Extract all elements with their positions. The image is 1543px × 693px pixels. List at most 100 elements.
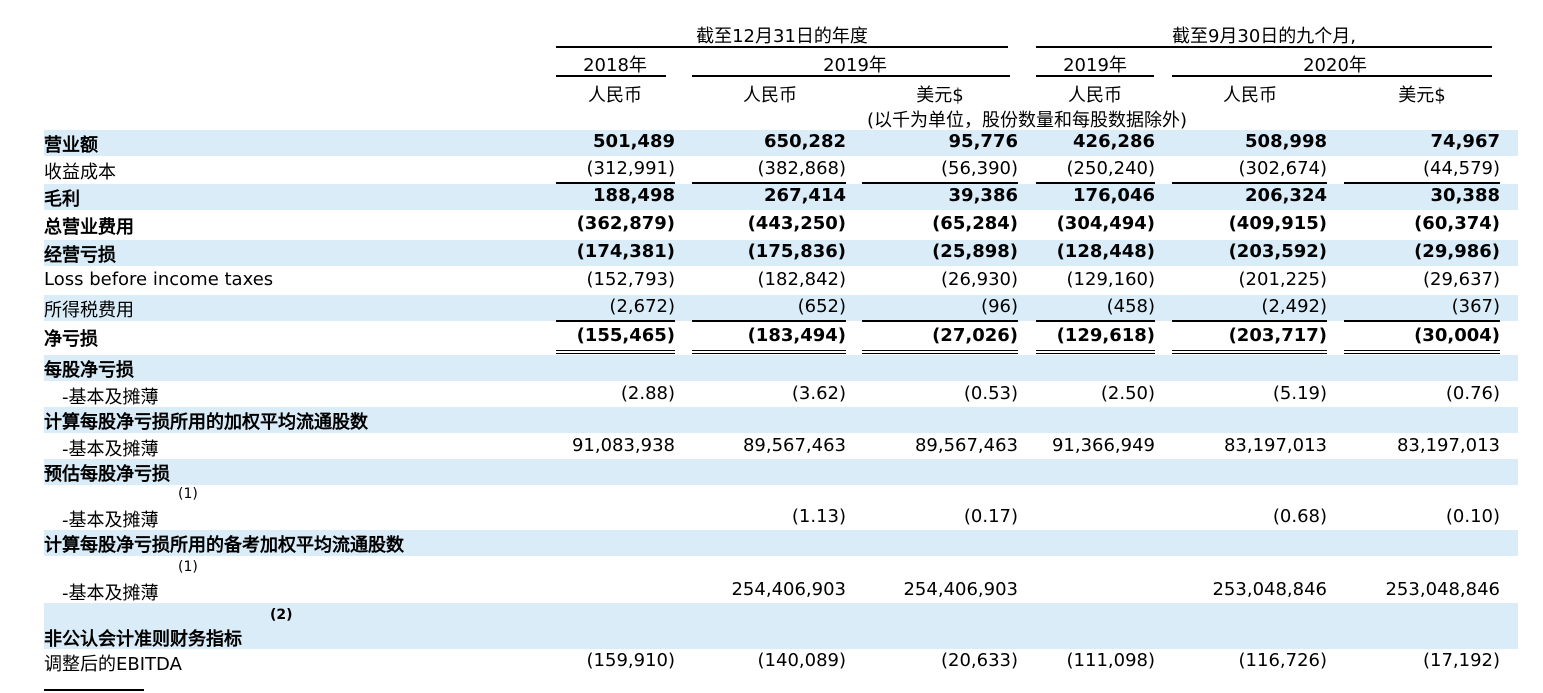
table-row: -基本及摊薄 (1) 254,406,903 254,406,903 253,048,8…: [44, 557, 1518, 604]
header-rule-2018: [556, 75, 666, 77]
row-value-col-1: 501,489: [593, 131, 675, 152]
row-value-col-1: (155,465): [576, 325, 675, 346]
table-row: 净亏损 (155,465) (183,494) (27,026) (129,618) (2…: [44, 323, 1518, 353]
header-year-2019-nine: 2019年: [1063, 55, 1127, 76]
row-value-col-6: (0.10): [1445, 506, 1500, 527]
row-value-col-1: 188,498: [593, 185, 675, 206]
row-value-col-3: 89,567,463: [914, 435, 1018, 456]
table-row: -基本及摊薄 (1) (1.13) (0.17) (0.68) (0.10): [44, 484, 1518, 531]
row-value-col-2: (182,842): [757, 269, 846, 290]
total-rule: [556, 182, 675, 184]
row-value-col-1: (2,672): [609, 296, 675, 317]
row-value-col-1: (2.88): [620, 383, 675, 404]
row-label: -基本及摊薄: [62, 387, 159, 408]
row-value-col-2: (175,836): [747, 241, 846, 262]
row-value-col-2: 267,414: [764, 185, 846, 206]
table-row: 总营业费用 (362,879) (443,250) (65,284) (304,494)…: [44, 212, 1518, 238]
row-value-col-1: (362,879): [576, 213, 675, 234]
row-value-col-6: 83,197,013: [1396, 435, 1500, 456]
header-currency-col-3: 美元$: [916, 85, 964, 106]
total-rule: [1344, 320, 1500, 322]
total-rule: [1344, 350, 1500, 354]
header-year-2020: 2020年: [1303, 55, 1367, 76]
footnote-marker: (1): [178, 559, 198, 575]
row-label: 非公认会计准则财务指标: [44, 629, 242, 650]
row-label: -基本及摊薄: [62, 510, 159, 531]
row-value-col-5: (2,492): [1261, 296, 1327, 317]
table-row: -基本及摊薄 91,083,938 89,567,463 89,567,463 91,3…: [44, 434, 1518, 460]
total-rule: [692, 350, 846, 354]
header-currency-col-1: 人民币: [588, 85, 642, 106]
row-value-col-3: (0.17): [963, 506, 1018, 527]
row-value-col-3: (96): [981, 296, 1018, 317]
row-value-col-5: 206,324: [1245, 185, 1327, 206]
table-row: 计算每股净亏损所用的备考加权平均流通股数: [44, 530, 1518, 556]
header-rule-2019: [692, 75, 1010, 77]
total-rule: [1036, 182, 1155, 184]
row-label: 毛利: [44, 189, 80, 210]
header-currency-col-5: 人民币: [1223, 85, 1277, 106]
row-value-col-3: (27,026): [932, 325, 1018, 346]
row-value-col-5: (203,592): [1228, 241, 1327, 262]
row-label: 计算每股净亏损所用的备考加权平均流通股数: [44, 535, 404, 556]
row-value-col-5: (0.68): [1272, 506, 1327, 527]
row-label: 每股净亏损: [44, 360, 134, 381]
footnote-marker: (1): [178, 486, 198, 502]
table-row: 计算每股净亏损所用的加权平均流通股数: [44, 407, 1518, 433]
total-rule: [556, 350, 675, 354]
row-value-col-4: 91,366,949: [1051, 435, 1155, 456]
row-label: -基本及摊薄: [62, 583, 159, 604]
row-value-col-2: 254,406,903: [731, 579, 846, 600]
row-value-col-6: (367): [1451, 296, 1500, 317]
row-value-col-2: (1.13): [791, 506, 846, 527]
header-year-2018: 2018年: [583, 55, 647, 76]
row-label: 预估每股净亏损: [44, 464, 170, 485]
row-value-col-2: (3.62): [791, 383, 846, 404]
row-label: 营业额: [44, 135, 98, 156]
row-value-col-3: (0.53): [963, 383, 1018, 404]
row-value-col-1: (312,991): [586, 158, 675, 179]
header-unit-note: (以千为单位，股份数量和每股数据除外): [866, 110, 1188, 131]
row-value-col-6: (30,004): [1414, 325, 1500, 346]
row-value-col-5: (302,674): [1238, 158, 1327, 179]
row-label: 计算每股净亏损所用的加权平均流通股数: [44, 412, 368, 433]
row-value-col-1: (152,793): [586, 269, 675, 290]
row-label: Loss before income taxes: [44, 269, 274, 290]
table-row: Loss before income taxes (152,793) (182,84…: [44, 268, 1518, 294]
total-rule: [1036, 320, 1155, 322]
footnote-rule: [44, 689, 144, 691]
header-rule-annual: [556, 46, 1008, 48]
row-label: 净亏损: [44, 329, 98, 350]
row-label: 所得税费用: [44, 300, 134, 321]
table-row: 预估每股净亏损: [44, 459, 1518, 485]
table-row: -基本及摊薄 (2.88) (3.62) (0.53) (2.50) (5.19) (0.7…: [44, 382, 1518, 408]
row-value-col-6: (29,986): [1414, 241, 1500, 262]
total-rule: [1036, 350, 1155, 354]
row-value-col-5: (116,726): [1238, 650, 1327, 671]
row-value-col-5: 253,048,846: [1212, 579, 1327, 600]
header-group-nine-months: 截至9月30日的九个月,: [1171, 26, 1357, 47]
row-value-col-2: (140,089): [757, 650, 846, 671]
row-value-col-6: 30,388: [1430, 185, 1500, 206]
total-rule: [692, 182, 846, 184]
table-row: 非公认会计准则财务指标 (2): [44, 603, 1518, 650]
row-value-col-3: 39,386: [948, 185, 1018, 206]
header-rule-2020: [1172, 75, 1492, 77]
row-label: 收益成本: [44, 162, 116, 183]
row-value-col-5: (5.19): [1272, 383, 1327, 404]
row-value-col-6: (0.76): [1445, 383, 1500, 404]
row-value-col-5: 83,197,013: [1223, 435, 1327, 456]
row-value-col-6: 253,048,846: [1385, 579, 1500, 600]
row-value-col-3: 95,776: [948, 131, 1018, 152]
header-year-2019: 2019年: [823, 55, 887, 76]
row-value-col-1: (159,910): [586, 650, 675, 671]
header-rule-2019-nine: [1036, 75, 1154, 77]
row-value-col-2: (382,868): [757, 158, 846, 179]
footnote-marker: (2): [270, 607, 293, 623]
row-value-col-2: 89,567,463: [742, 435, 846, 456]
row-value-col-1: 91,083,938: [571, 435, 675, 456]
table-row: 毛利 188,498 267,414 39,386 176,046 206,324 30,3…: [44, 184, 1518, 210]
row-value-col-5: 508,998: [1245, 131, 1327, 152]
row-value-col-4: (129,618): [1056, 325, 1155, 346]
total-rule: [862, 350, 1018, 354]
